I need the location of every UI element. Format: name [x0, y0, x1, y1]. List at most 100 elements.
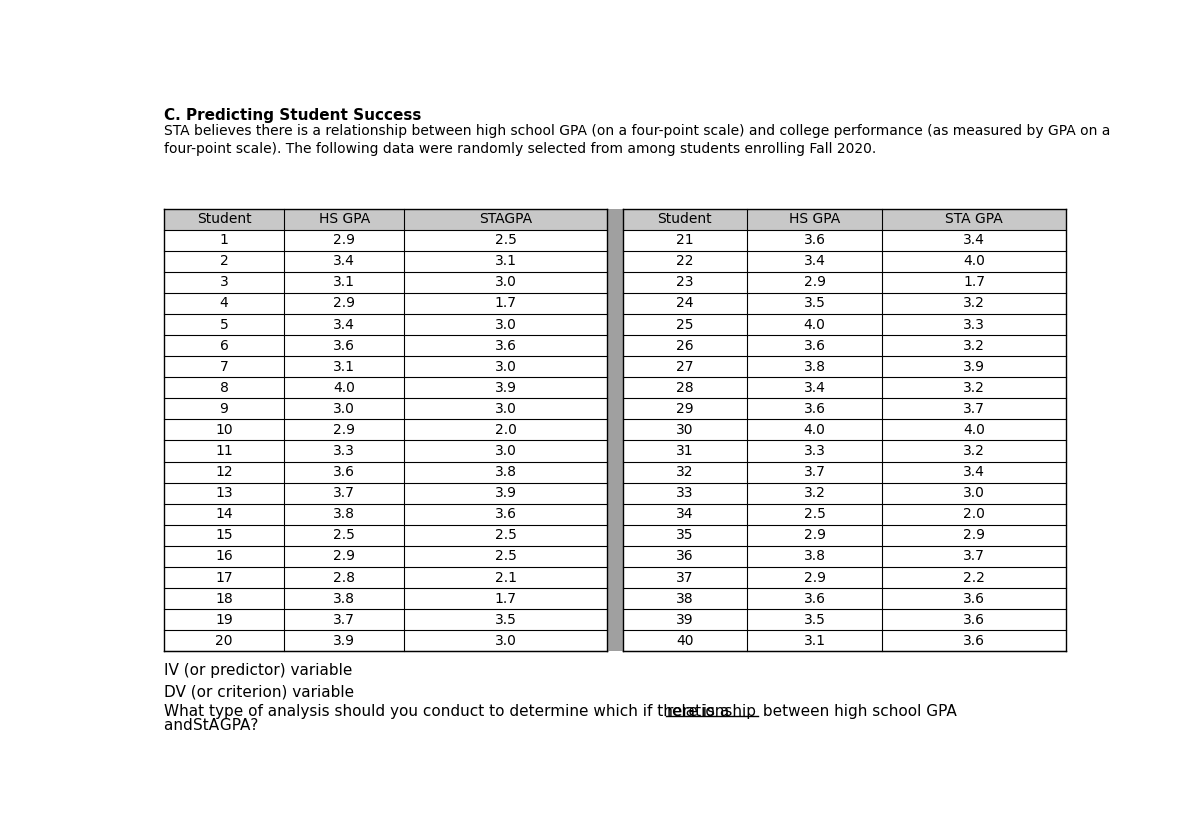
- Text: 6: 6: [220, 339, 228, 352]
- Text: 3.5: 3.5: [494, 613, 517, 627]
- Text: 36: 36: [676, 549, 694, 563]
- Text: and: and: [164, 718, 198, 733]
- Text: STAGPA: STAGPA: [479, 212, 533, 226]
- Text: 27: 27: [676, 360, 694, 374]
- Text: 3.7: 3.7: [334, 486, 355, 500]
- Text: 5: 5: [220, 317, 228, 331]
- Text: 35: 35: [676, 528, 694, 542]
- Text: 3.4: 3.4: [964, 233, 985, 247]
- Text: 3.0: 3.0: [494, 444, 517, 458]
- Text: 3.4: 3.4: [334, 317, 355, 331]
- Text: 25: 25: [676, 317, 694, 331]
- Text: 3.1: 3.1: [804, 634, 826, 648]
- Text: 3.6: 3.6: [804, 592, 826, 606]
- Text: 2.9: 2.9: [334, 423, 355, 437]
- Text: 29: 29: [676, 402, 694, 416]
- Text: 3.9: 3.9: [334, 634, 355, 648]
- Text: 3.6: 3.6: [804, 233, 826, 247]
- Text: 3.0: 3.0: [964, 486, 985, 500]
- Text: 3.6: 3.6: [334, 339, 355, 352]
- Text: Student: Student: [197, 212, 251, 226]
- Text: 24: 24: [676, 296, 694, 310]
- Text: 15: 15: [215, 528, 233, 542]
- Text: 23: 23: [676, 275, 694, 289]
- Text: 3.4: 3.4: [804, 254, 826, 269]
- Text: 3.6: 3.6: [964, 613, 985, 627]
- Text: 4: 4: [220, 296, 228, 310]
- Text: 4.0: 4.0: [964, 254, 985, 269]
- Text: 3.2: 3.2: [964, 296, 985, 310]
- Text: 3.1: 3.1: [334, 275, 355, 289]
- Text: 3.8: 3.8: [804, 360, 826, 374]
- Text: 3.5: 3.5: [804, 296, 826, 310]
- Text: 3.6: 3.6: [494, 507, 517, 521]
- Text: 2.9: 2.9: [804, 571, 826, 584]
- Text: 16: 16: [215, 549, 233, 563]
- Text: 3.6: 3.6: [494, 339, 517, 352]
- Text: Student: Student: [658, 212, 712, 226]
- Text: 3.8: 3.8: [804, 549, 826, 563]
- Text: 3.8: 3.8: [334, 507, 355, 521]
- Text: 2.0: 2.0: [494, 423, 517, 437]
- Text: 3.6: 3.6: [964, 634, 985, 648]
- Text: 2.5: 2.5: [804, 507, 826, 521]
- Text: 34: 34: [676, 507, 694, 521]
- Text: 9: 9: [220, 402, 228, 416]
- Text: 2.9: 2.9: [804, 528, 826, 542]
- Text: 3.6: 3.6: [804, 339, 826, 352]
- Text: 2.9: 2.9: [334, 296, 355, 310]
- Text: 10: 10: [215, 423, 233, 437]
- Text: 3.7: 3.7: [804, 465, 826, 479]
- Text: 3.9: 3.9: [964, 360, 985, 374]
- Text: 20: 20: [215, 634, 233, 648]
- Text: 2.5: 2.5: [494, 528, 517, 542]
- Text: 26: 26: [676, 339, 694, 352]
- Text: 3.1: 3.1: [334, 360, 355, 374]
- Text: 11: 11: [215, 444, 233, 458]
- Text: 3.6: 3.6: [964, 592, 985, 606]
- Text: 37: 37: [676, 571, 694, 584]
- Text: 1.7: 1.7: [494, 296, 517, 310]
- Text: 3.4: 3.4: [804, 381, 826, 395]
- Text: 22: 22: [676, 254, 694, 269]
- Text: 2.2: 2.2: [964, 571, 985, 584]
- Text: 3.8: 3.8: [334, 592, 355, 606]
- Text: 17: 17: [215, 571, 233, 584]
- Text: 33: 33: [676, 486, 694, 500]
- Text: 3.0: 3.0: [494, 317, 517, 331]
- Text: 18: 18: [215, 592, 233, 606]
- Text: 3.9: 3.9: [494, 381, 517, 395]
- Text: 4.0: 4.0: [804, 317, 826, 331]
- Text: 2.5: 2.5: [494, 233, 517, 247]
- Text: 13: 13: [215, 486, 233, 500]
- Text: 2.1: 2.1: [494, 571, 517, 584]
- Text: 2.9: 2.9: [334, 233, 355, 247]
- Text: 21: 21: [676, 233, 694, 247]
- Text: 3.5: 3.5: [804, 613, 826, 627]
- Text: 3.0: 3.0: [494, 634, 517, 648]
- Text: 2.9: 2.9: [804, 275, 826, 289]
- Text: 2.5: 2.5: [494, 549, 517, 563]
- Bar: [623, 208, 1066, 230]
- Text: 3.9: 3.9: [494, 486, 517, 500]
- Text: 3.8: 3.8: [494, 465, 517, 479]
- Text: 38: 38: [676, 592, 694, 606]
- Text: HS GPA: HS GPA: [788, 212, 840, 226]
- Text: 3.1: 3.1: [494, 254, 517, 269]
- Text: 40: 40: [676, 634, 694, 648]
- Text: C. Predicting Student Success: C. Predicting Student Success: [164, 108, 421, 124]
- Text: HS GPA: HS GPA: [318, 212, 370, 226]
- Text: 4.0: 4.0: [804, 423, 826, 437]
- Text: 3.7: 3.7: [964, 402, 985, 416]
- Text: 39: 39: [676, 613, 694, 627]
- Text: IV (or predictor) variable: IV (or predictor) variable: [164, 663, 353, 678]
- Text: STA GPA: STA GPA: [946, 212, 1003, 226]
- Bar: [164, 208, 607, 230]
- Text: STA believes there is a relationship between high school GPA (on a four-point sc: STA believes there is a relationship bet…: [164, 124, 1110, 156]
- Text: 3.4: 3.4: [334, 254, 355, 269]
- Text: 3.4: 3.4: [964, 465, 985, 479]
- Text: 3.7: 3.7: [334, 613, 355, 627]
- Text: 3.0: 3.0: [494, 275, 517, 289]
- Text: 3.6: 3.6: [804, 402, 826, 416]
- Text: 3.0: 3.0: [334, 402, 355, 416]
